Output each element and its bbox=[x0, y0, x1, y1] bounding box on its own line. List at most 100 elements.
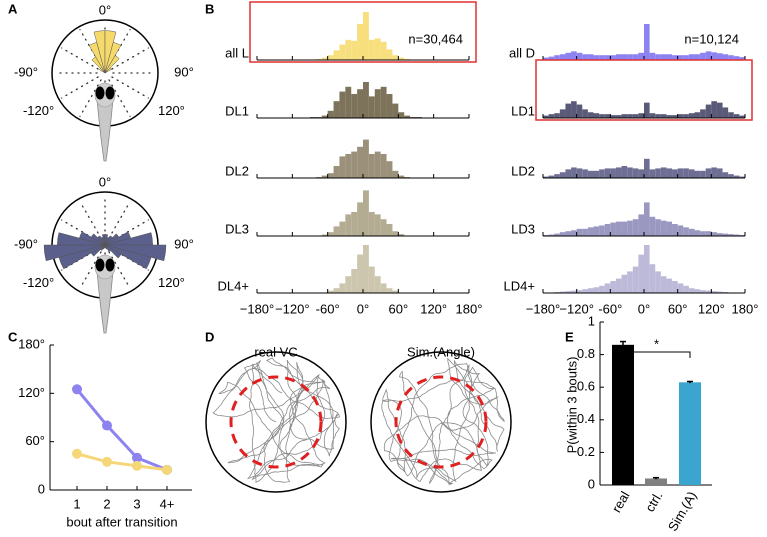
x-axis-label: bout after transition bbox=[66, 514, 177, 529]
panel-letter: D bbox=[205, 329, 214, 344]
fish-eye bbox=[95, 86, 105, 100]
hist-bar bbox=[351, 212, 358, 236]
hist-bar bbox=[333, 226, 340, 236]
hist-bar bbox=[716, 233, 723, 236]
hist-bar bbox=[683, 227, 689, 236]
hist-bar bbox=[587, 170, 594, 178]
hist-bar bbox=[398, 57, 405, 60]
hist-bar bbox=[627, 271, 633, 293]
polar-spoke bbox=[111, 76, 149, 99]
hist-bar bbox=[380, 283, 387, 293]
hist-bar bbox=[615, 221, 622, 236]
hist-bar bbox=[357, 146, 363, 178]
trajectory bbox=[212, 357, 340, 483]
hist-bar bbox=[604, 283, 611, 293]
hist-bar bbox=[571, 101, 577, 118]
hist-bar bbox=[649, 216, 656, 236]
theta-tick-label: 120° bbox=[158, 103, 185, 118]
hist-bar bbox=[576, 104, 583, 118]
hist-bar bbox=[722, 233, 729, 236]
series-label: all D bbox=[509, 45, 535, 60]
hist-bar bbox=[559, 291, 566, 293]
hist-bar bbox=[700, 52, 706, 60]
hist-bar bbox=[694, 54, 701, 60]
hist-bar bbox=[576, 168, 583, 178]
x-tick-label: real bbox=[609, 489, 633, 515]
hist-bar bbox=[705, 168, 712, 178]
hist-bar bbox=[621, 166, 628, 178]
x-tick-label: 0° bbox=[638, 301, 650, 316]
hist-bar bbox=[672, 115, 678, 118]
panel-letter: B bbox=[205, 1, 214, 16]
x-tick-label: −120° bbox=[275, 301, 309, 316]
x-tick-label: Sim.(A) bbox=[665, 489, 700, 534]
hist-bar bbox=[627, 220, 633, 236]
hist-bar bbox=[374, 276, 381, 293]
hist-bar bbox=[593, 113, 600, 118]
hist-bar bbox=[694, 230, 701, 236]
x-tick-label: 60° bbox=[388, 301, 408, 316]
polar-spoke bbox=[79, 201, 102, 239]
hist-bar bbox=[565, 169, 572, 178]
hist-bar bbox=[339, 283, 346, 293]
hist-bar bbox=[666, 278, 673, 293]
hist-bar bbox=[351, 269, 358, 293]
hist-bar bbox=[694, 289, 701, 293]
hist-bar bbox=[386, 94, 393, 118]
hist-bar bbox=[386, 161, 393, 178]
series-line bbox=[75, 388, 168, 472]
x-tick-label: ctrl. bbox=[642, 489, 665, 515]
hist-bar bbox=[559, 172, 566, 178]
hist-bar bbox=[339, 91, 346, 118]
hist-bar bbox=[655, 219, 661, 236]
series-label: LD4+ bbox=[504, 278, 535, 293]
arena-title: real VC bbox=[254, 344, 297, 359]
hist-bar bbox=[728, 112, 734, 118]
hist-bar bbox=[554, 55, 560, 60]
hist-bar bbox=[655, 271, 661, 293]
hist-bar bbox=[363, 139, 369, 178]
hist-bar bbox=[649, 113, 656, 118]
fish-body bbox=[96, 270, 114, 334]
hist-bar bbox=[632, 54, 639, 60]
hist-bar bbox=[374, 38, 381, 60]
trajectory bbox=[381, 357, 505, 486]
hist-bar bbox=[672, 169, 678, 178]
theta-tick-label: 120° bbox=[158, 275, 185, 290]
x-tick-label: 2 bbox=[103, 496, 110, 511]
hist-bar bbox=[604, 224, 611, 236]
series-label: LD2 bbox=[511, 163, 535, 178]
hist-bar bbox=[644, 24, 650, 60]
polar-spoke bbox=[111, 47, 149, 70]
hist-bar bbox=[333, 166, 340, 178]
hist-bar bbox=[392, 231, 399, 236]
x-tick-label: −180° bbox=[526, 301, 560, 316]
hist-bar bbox=[660, 276, 667, 293]
hist-bar bbox=[722, 172, 729, 178]
hist-bar bbox=[380, 219, 387, 236]
hist-bar bbox=[666, 54, 673, 60]
hist-bar bbox=[543, 57, 549, 60]
rose-wedge bbox=[104, 244, 152, 270]
y-tick-label: 0.8 bbox=[577, 346, 595, 361]
hist-bar bbox=[398, 112, 405, 118]
hist-bar bbox=[593, 170, 600, 178]
hist-bar bbox=[660, 220, 667, 236]
hist-bar bbox=[339, 156, 346, 178]
hist-bar bbox=[655, 114, 661, 118]
hist-bar bbox=[716, 291, 723, 293]
polar-spoke bbox=[79, 79, 102, 117]
hist-bar bbox=[700, 170, 706, 178]
hist-bar bbox=[621, 274, 628, 293]
hist-bar bbox=[548, 175, 555, 178]
hist-bar bbox=[368, 212, 375, 236]
hist-bar bbox=[368, 96, 375, 118]
y-tick-label: 0.4 bbox=[577, 411, 595, 426]
rose-wedge bbox=[97, 235, 106, 246]
hist-bar bbox=[392, 55, 399, 60]
hist-bar bbox=[627, 167, 633, 178]
hist-bar bbox=[627, 114, 633, 118]
hist-bar bbox=[565, 103, 572, 118]
hist-bar bbox=[571, 167, 577, 178]
hist-bar bbox=[739, 115, 745, 118]
